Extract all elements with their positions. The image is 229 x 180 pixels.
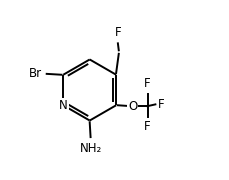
Text: F: F [144,77,150,90]
Text: F: F [157,98,164,111]
Text: Br: Br [29,67,42,80]
Text: F: F [144,120,150,133]
Text: N: N [59,99,67,112]
Text: NH₂: NH₂ [79,142,101,155]
Text: F: F [114,26,121,39]
Text: O: O [128,100,137,113]
